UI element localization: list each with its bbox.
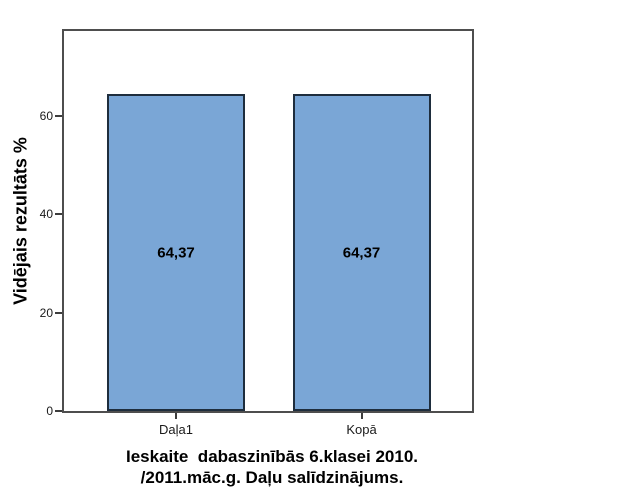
x-category-label: Kopā [346,422,377,437]
x-tick-mark [360,413,363,419]
x-tick-mark [175,413,177,419]
y-tick-label: 40 [39,207,53,222]
y-tick-label: 0 [46,404,53,418]
y-tick-mark [55,410,62,412]
x-category-label: Daļa1 [159,422,193,437]
y-tick-mark [55,213,62,216]
bar-2 [292,94,431,411]
y-tick-label: 20 [39,305,53,320]
y-tick-mark [55,311,62,314]
chart-title-line-2: /2011.māc.g. Daļu salīdzinājums. [140,468,404,487]
chart-title: Ieskaite dabaszinībās 6.klasei 2010. /20… [62,446,482,488]
y-tick-label: 60 [39,108,53,123]
chart-title-line-1: Ieskaite dabaszinībās 6.klasei 2010. [125,447,418,466]
bar-1 [107,94,245,411]
y-tick-mark [55,114,62,117]
bar-value-label: 64,37 [157,244,195,262]
bar-value-label: 64,37 [342,244,381,262]
